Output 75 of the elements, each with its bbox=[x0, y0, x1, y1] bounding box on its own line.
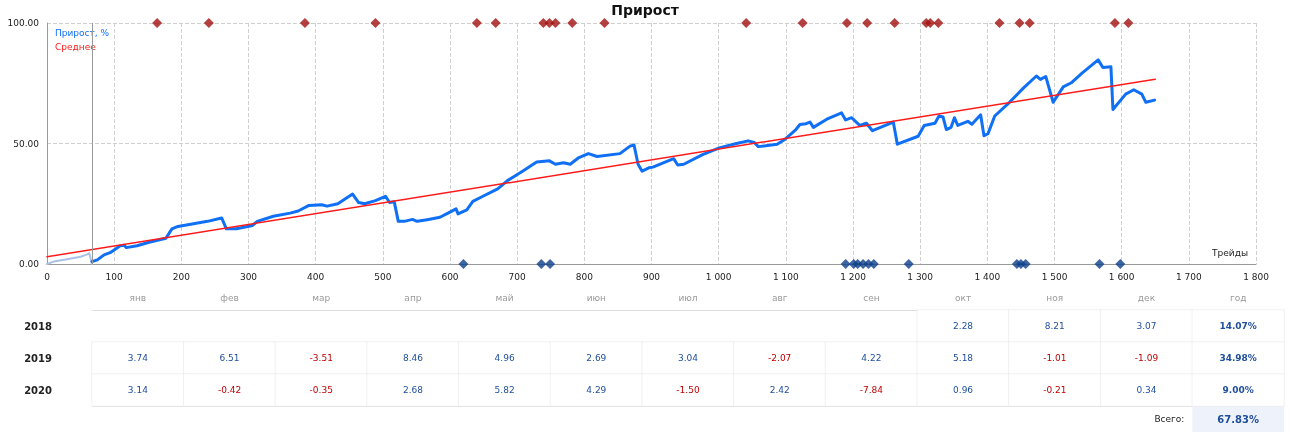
x-tick-label: 0 bbox=[44, 271, 51, 282]
y-tick-label: 50.00 bbox=[13, 138, 40, 149]
chart-title: Прирост bbox=[611, 2, 680, 18]
data-label: -1.09 bbox=[1134, 353, 1159, 363]
data-label: 5.82 bbox=[494, 385, 515, 395]
x-tick-label: 800 bbox=[575, 271, 594, 282]
x-tick-label: окт bbox=[954, 292, 972, 303]
x-tick-label: фев bbox=[220, 292, 239, 303]
x-tick-label: янв bbox=[129, 292, 147, 303]
x-tick-label: 1 200 bbox=[840, 271, 867, 282]
x-tick-label: 500 bbox=[374, 271, 392, 282]
data-label: 2.69 bbox=[586, 353, 607, 363]
x-tick-label: 700 bbox=[508, 271, 527, 282]
data-label: 4.29 bbox=[586, 385, 607, 395]
x-tick-label: дек bbox=[1137, 292, 1156, 303]
x-axis-title: Трейды bbox=[1211, 247, 1249, 258]
data-label: 14.07% bbox=[1219, 321, 1257, 331]
y-tick-label: 100.00 bbox=[7, 18, 40, 28]
data-label: 3.14 bbox=[127, 385, 149, 395]
x-tick-label: 1 800 bbox=[1243, 271, 1270, 282]
data-label: 6.51 bbox=[219, 353, 240, 363]
x-tick-label: 100 bbox=[105, 271, 124, 282]
text: Всего: bbox=[1154, 413, 1185, 424]
x-tick-label: 1 500 bbox=[1041, 271, 1068, 282]
x-tick-label: 1 100 bbox=[772, 271, 799, 282]
x-tick-label: июн bbox=[586, 292, 607, 303]
line-series bbox=[90, 58, 1157, 264]
y-tick-label: 2020 bbox=[24, 384, 53, 396]
x-tick-label: год bbox=[1229, 292, 1247, 303]
x-tick-label: 1 700 bbox=[1175, 271, 1202, 282]
data-label: -7.84 bbox=[859, 385, 884, 395]
x-tick-label: авг bbox=[771, 292, 788, 303]
data-label: 8.46 bbox=[402, 353, 424, 363]
data-label: -1.01 bbox=[1043, 353, 1067, 363]
data-label: -3.51 bbox=[309, 353, 333, 363]
x-tick-label: 900 bbox=[642, 271, 661, 282]
x-tick-label: июл bbox=[678, 292, 698, 303]
data-label: -1.50 bbox=[676, 385, 700, 395]
data-label: 34.98% bbox=[1219, 353, 1257, 363]
x-tick-label: 1 600 bbox=[1108, 271, 1135, 282]
x-tick-label: 1 000 bbox=[705, 271, 732, 282]
y-tick-label: 2019 bbox=[24, 352, 53, 364]
data-label: -0.21 bbox=[1043, 385, 1067, 395]
x-tick-label: мар bbox=[312, 292, 331, 303]
text: 67.83% bbox=[1217, 413, 1259, 425]
line-series bbox=[46, 252, 93, 265]
data-label: -0.42 bbox=[217, 385, 242, 395]
x-tick-label: 300 bbox=[239, 271, 258, 282]
data-label: 3.07 bbox=[1136, 321, 1157, 331]
x-tick-label: 1 400 bbox=[974, 271, 1001, 282]
data-label: 0.96 bbox=[953, 385, 974, 395]
data-label: 0.34 bbox=[1136, 385, 1157, 395]
data-label: 9.00% bbox=[1222, 385, 1254, 395]
x-tick-label: 1 300 bbox=[907, 271, 934, 282]
data-label: -0.35 bbox=[309, 385, 333, 395]
data-label: 4.22 bbox=[861, 353, 882, 363]
x-tick-label: 600 bbox=[441, 271, 459, 282]
data-label: 2.42 bbox=[769, 385, 790, 395]
x-tick-label: 200 bbox=[172, 271, 191, 282]
data-label: 2.28 bbox=[953, 321, 974, 331]
y-tick-label: 0.00 bbox=[18, 259, 40, 269]
x-tick-label: сен bbox=[863, 292, 880, 303]
data-label: 5.18 bbox=[953, 353, 974, 363]
data-label: 3.74 bbox=[127, 353, 149, 363]
text: Среднее bbox=[55, 41, 97, 52]
y-tick-label: 2018 bbox=[24, 320, 53, 332]
data-label: 3.04 bbox=[677, 353, 699, 363]
data-label: 8.21 bbox=[1044, 321, 1065, 331]
x-tick-label: май bbox=[495, 292, 514, 303]
x-tick-label: ноя bbox=[1046, 292, 1064, 303]
data-label: 2.68 bbox=[402, 385, 424, 395]
x-tick-label: апр bbox=[404, 292, 422, 303]
data-label: 4.96 bbox=[494, 353, 515, 363]
data-label: -2.07 bbox=[768, 353, 792, 363]
x-tick-label: 400 bbox=[307, 271, 325, 282]
